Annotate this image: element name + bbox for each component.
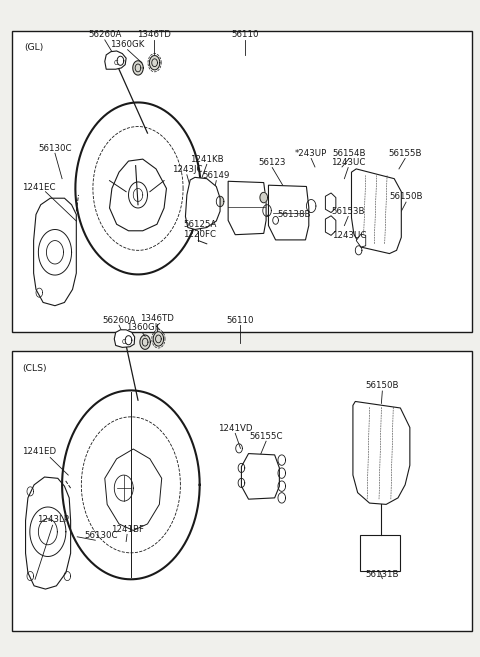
Polygon shape	[185, 177, 220, 229]
Polygon shape	[25, 477, 71, 589]
Text: 56110: 56110	[231, 30, 259, 39]
Text: 56260A: 56260A	[102, 315, 136, 325]
Text: 1243UC: 1243UC	[332, 231, 366, 240]
Text: 1220FC: 1220FC	[183, 230, 216, 239]
Polygon shape	[228, 181, 266, 235]
Text: 1360GK: 1360GK	[110, 40, 145, 49]
Polygon shape	[105, 51, 126, 69]
Bar	[12, 351, 472, 631]
Text: 56123: 56123	[259, 158, 286, 167]
Text: 56150B: 56150B	[366, 381, 399, 390]
Polygon shape	[241, 453, 279, 499]
Text: 1243UC: 1243UC	[331, 158, 365, 167]
Text: 56130C: 56130C	[84, 531, 118, 539]
Polygon shape	[268, 185, 309, 240]
Polygon shape	[351, 169, 401, 254]
Text: 1241BF: 1241BF	[110, 525, 144, 533]
Text: 56154B: 56154B	[332, 149, 366, 158]
Polygon shape	[353, 401, 410, 505]
Polygon shape	[325, 193, 336, 213]
Polygon shape	[216, 196, 224, 207]
Text: 1241ED: 1241ED	[22, 447, 56, 455]
Text: *243UP: *243UP	[295, 149, 327, 158]
Text: 56125A: 56125A	[183, 221, 216, 229]
Polygon shape	[140, 335, 150, 350]
Text: 56155C: 56155C	[249, 432, 283, 441]
Text: 1241EC: 1241EC	[22, 183, 55, 192]
Text: (CLS): (CLS)	[22, 364, 46, 373]
Text: 1346TD: 1346TD	[137, 30, 170, 39]
Polygon shape	[153, 332, 164, 346]
Polygon shape	[260, 193, 267, 203]
Text: 56153B: 56153B	[331, 207, 365, 215]
Polygon shape	[105, 449, 162, 530]
Text: 56149: 56149	[203, 171, 230, 180]
Text: 56110: 56110	[226, 315, 254, 325]
Polygon shape	[133, 60, 143, 75]
Polygon shape	[325, 215, 336, 235]
Text: 1241KB: 1241KB	[190, 154, 224, 164]
Polygon shape	[114, 330, 135, 348]
Polygon shape	[360, 535, 400, 571]
Polygon shape	[356, 234, 366, 247]
Text: 56260A: 56260A	[88, 30, 121, 39]
Text: 56155B: 56155B	[388, 149, 422, 158]
Text: 1241VD: 1241VD	[218, 424, 252, 433]
Text: 1346TD: 1346TD	[140, 314, 174, 323]
Polygon shape	[34, 198, 76, 306]
Text: C: C	[113, 60, 118, 66]
Text: 56138B: 56138B	[278, 210, 312, 219]
Text: 1243JC: 1243JC	[172, 165, 202, 174]
Text: 56130C: 56130C	[38, 144, 72, 152]
Text: 1243LP: 1243LP	[36, 515, 69, 524]
Bar	[12, 31, 472, 332]
Text: 1360GK: 1360GK	[126, 323, 160, 332]
Text: 56131B: 56131B	[366, 570, 399, 579]
Text: 56150B: 56150B	[389, 193, 423, 202]
Polygon shape	[273, 216, 278, 224]
Text: (GL): (GL)	[24, 43, 43, 53]
Polygon shape	[109, 159, 167, 231]
Polygon shape	[149, 56, 160, 70]
Text: C: C	[122, 338, 127, 344]
